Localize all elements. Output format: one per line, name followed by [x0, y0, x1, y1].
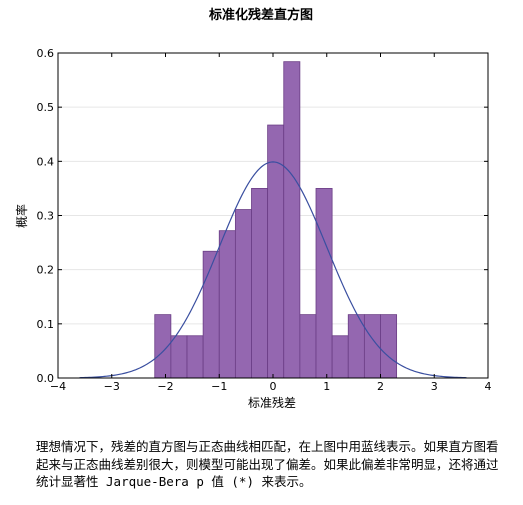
x-axis-label: 标准残差	[248, 396, 296, 410]
y-axis-ticks: 0.0 0.1 0.2 0.3 0.4 0.5 0.6	[37, 47, 488, 385]
y-tick-label: 0.5	[37, 101, 55, 114]
histogram-bar	[299, 314, 317, 379]
chart-title: 标准化残差直方图	[208, 7, 313, 23]
histogram-bar	[315, 188, 333, 379]
histogram-bar	[380, 314, 398, 379]
x-tick-label: −3	[104, 380, 120, 393]
histogram-bar	[283, 61, 301, 379]
x-tick-label: −1	[211, 380, 227, 393]
x-tick-label: 0	[270, 380, 277, 393]
x-tick-label: 1	[323, 380, 330, 393]
chart-description-text: 理想情况下，残差的直方图与正态曲线相匹配，在上图中用蓝线表示。如果直方图看起来与…	[36, 439, 499, 489]
histogram-bar	[234, 209, 252, 379]
histogram-bar	[218, 230, 236, 379]
histogram-bar	[170, 335, 188, 379]
histogram-bar	[202, 250, 220, 379]
histogram-bar	[331, 335, 349, 379]
x-tick-label: 2	[377, 380, 384, 393]
x-tick-label: −2	[157, 380, 173, 393]
x-tick-label: −4	[50, 380, 66, 393]
y-tick-label: 0.0	[37, 372, 55, 385]
y-tick-label: 0.6	[37, 47, 55, 60]
x-tick-label: 3	[431, 380, 438, 393]
y-tick-label: 0.4	[37, 155, 55, 168]
normal-curve-line	[79, 161, 467, 379]
x-tick-label: 4	[485, 380, 492, 393]
histogram-bar	[267, 124, 285, 379]
histogram-bar	[251, 188, 269, 379]
y-tick-label: 0.2	[37, 264, 55, 277]
y-axis-label: 概率	[14, 204, 29, 228]
x-axis-ticks: −4 −3 −2 −1 0 1 2 3 4	[50, 53, 492, 393]
histogram-bar	[186, 335, 204, 379]
y-tick-label: 0.3	[37, 210, 55, 223]
histogram-bars	[154, 61, 398, 379]
y-tick-label: 0.1	[37, 318, 55, 331]
